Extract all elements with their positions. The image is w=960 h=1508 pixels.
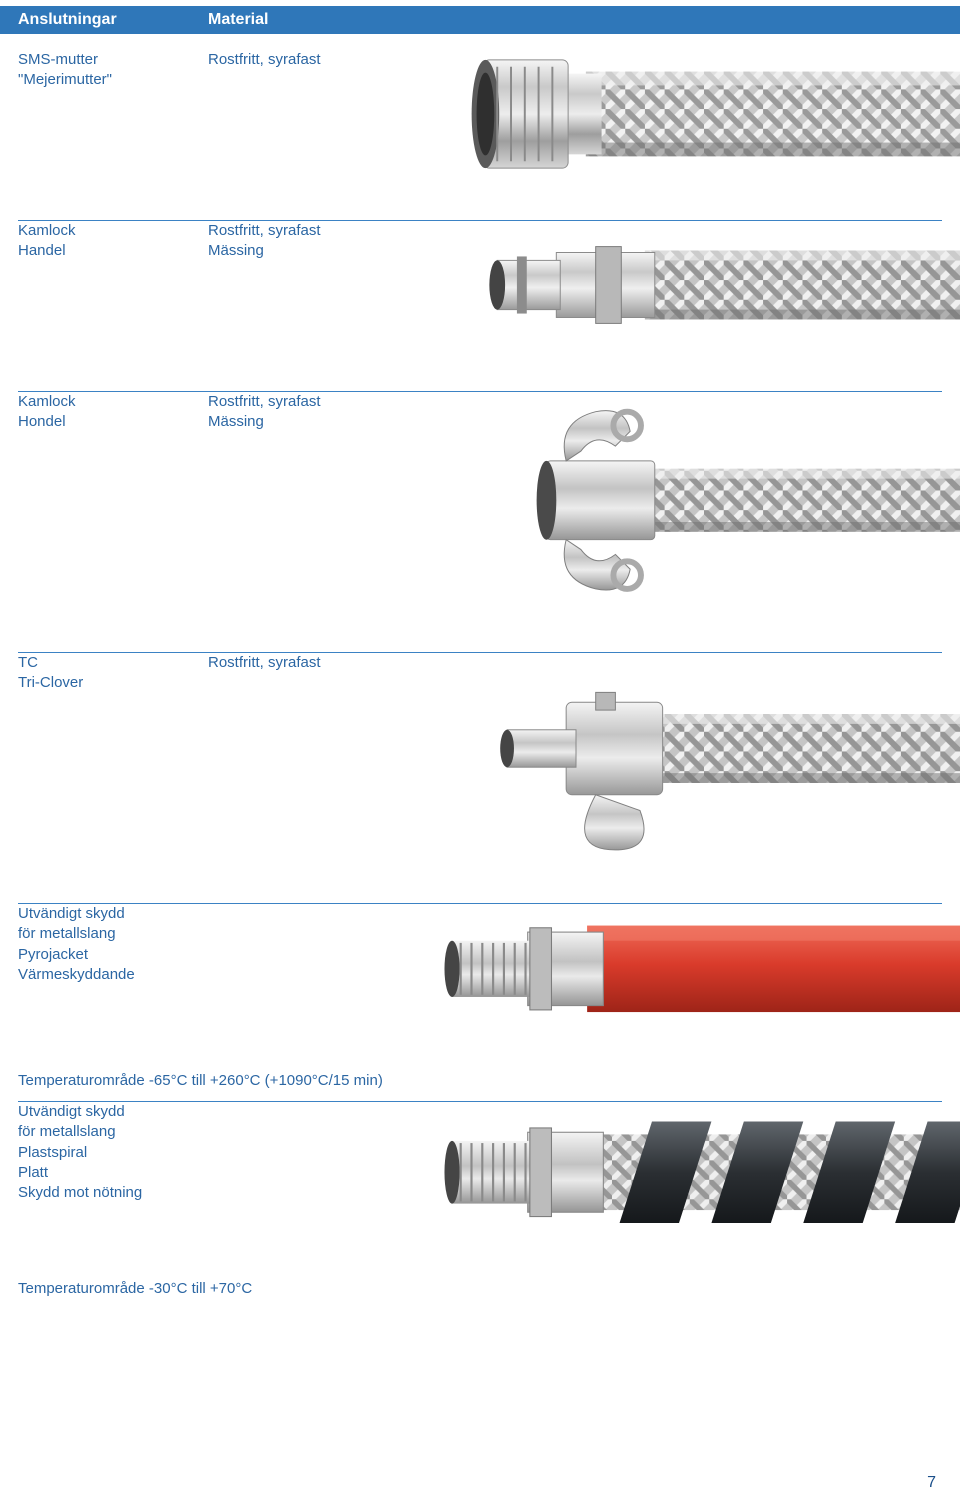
header-right: Material bbox=[208, 11, 398, 29]
row-pyrojacket: Utvändigt skydd för metallslang Pyrojack… bbox=[0, 904, 960, 1064]
pyrojacket-svg bbox=[398, 904, 960, 1034]
pyro-image bbox=[398, 904, 960, 1034]
row4-title: TC bbox=[18, 653, 208, 673]
plast-l2: för metallslang bbox=[18, 1122, 258, 1142]
row1-title: SMS-mutter bbox=[18, 50, 208, 70]
row-kamlock-handel: Kamlock Handel Rostfritt, syrafast Mässi… bbox=[0, 221, 960, 391]
row3-image bbox=[448, 392, 960, 609]
pyro-l1: Utvändigt skydd bbox=[18, 904, 258, 924]
row1-sub: "Mejerimutter" bbox=[18, 70, 208, 90]
row-plastspiral: Utvändigt skydd för metallslang Plastspi… bbox=[0, 1102, 960, 1272]
row4-image bbox=[448, 653, 960, 860]
row2-mat1: Rostfritt, syrafast bbox=[208, 221, 448, 241]
row3-sub: Hondel bbox=[18, 412, 208, 432]
pyro-l3: Pyrojacket bbox=[18, 945, 258, 965]
row2-sub: Handel bbox=[18, 241, 208, 261]
kamlock-male-svg bbox=[448, 221, 960, 349]
sms-mutter-svg bbox=[448, 50, 960, 178]
row2-image bbox=[448, 221, 960, 349]
pyro-temp: Temperaturområde -65°C till +260°C (+109… bbox=[0, 1064, 960, 1101]
page-number: 7 bbox=[927, 1474, 936, 1492]
row3-mat2: Mässing bbox=[208, 412, 448, 432]
table-header: Anslutningar Material bbox=[0, 6, 960, 34]
row4-mat1: Rostfritt, syrafast bbox=[208, 653, 448, 673]
pyro-l2: för metallslang bbox=[18, 924, 258, 944]
row-tc: TC Tri-Clover Rostfritt, syrafast bbox=[0, 653, 960, 903]
plast-temp: Temperaturområde -30°C till +70°C bbox=[0, 1272, 960, 1309]
plast-image bbox=[398, 1102, 960, 1243]
plast-l3: Plastspiral bbox=[18, 1143, 258, 1163]
row-sms-mutter: SMS-mutter "Mejerimutter" Rostfritt, syr… bbox=[0, 50, 960, 220]
plastspiral-svg bbox=[398, 1102, 960, 1243]
kamlock-female-svg bbox=[448, 392, 960, 609]
plast-l1: Utvändigt skydd bbox=[18, 1102, 258, 1122]
plast-l5: Skydd mot nötning bbox=[18, 1183, 258, 1203]
row3-mat1: Rostfritt, syrafast bbox=[208, 392, 448, 412]
header-left: Anslutningar bbox=[18, 11, 208, 29]
row1-image bbox=[448, 50, 960, 178]
row2-mat2: Mässing bbox=[208, 241, 448, 261]
row3-title: Kamlock bbox=[18, 392, 208, 412]
row2-title: Kamlock bbox=[18, 221, 208, 241]
triclover-svg bbox=[448, 653, 960, 860]
row1-mat1: Rostfritt, syrafast bbox=[208, 50, 448, 70]
row4-sub: Tri-Clover bbox=[18, 673, 208, 693]
pyro-l4: Värmeskyddande bbox=[18, 965, 258, 985]
row-kamlock-hondel: Kamlock Hondel Rostfritt, syrafast Mässi… bbox=[0, 392, 960, 652]
plast-l4: Platt bbox=[18, 1163, 258, 1183]
